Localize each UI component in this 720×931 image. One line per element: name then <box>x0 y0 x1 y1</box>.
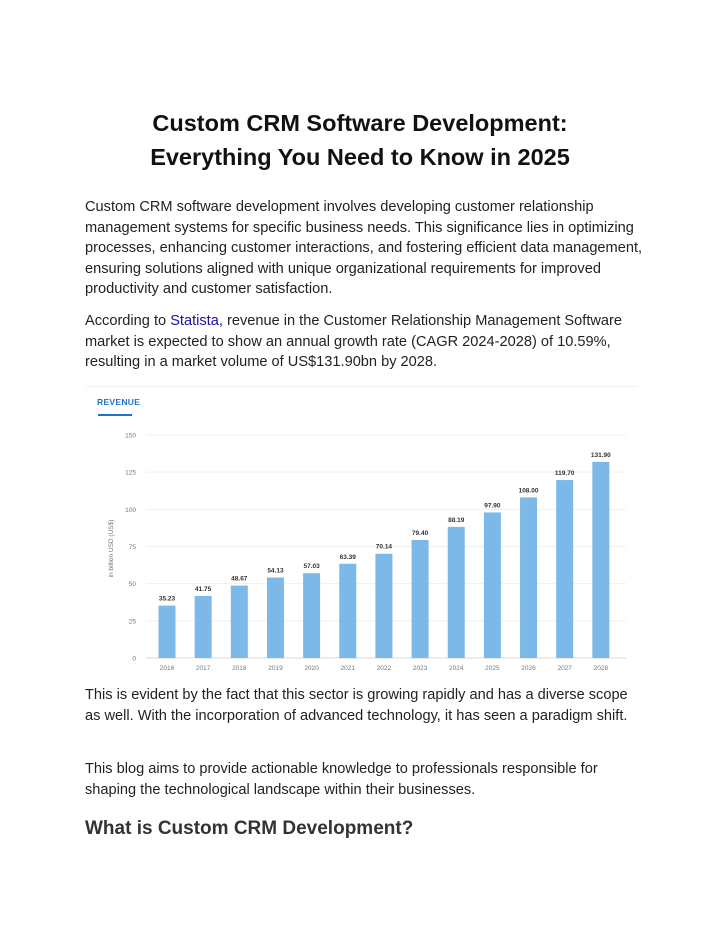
data-label: 131.90 <box>591 452 611 459</box>
y-tick-label: 25 <box>129 618 137 625</box>
data-label: 57.03 <box>303 563 320 570</box>
bar <box>483 512 501 658</box>
data-label: 108.00 <box>519 487 539 494</box>
x-tick-label: 2027 <box>557 665 572 672</box>
data-label: 54.13 <box>267 568 284 575</box>
y-tick-label: 125 <box>125 470 136 477</box>
bar <box>303 573 321 658</box>
title-line-1: Custom CRM Software Development: <box>152 110 568 136</box>
growth-paragraph: This is evident by the fact that this se… <box>85 687 628 724</box>
revenue-tab-underline <box>98 414 132 416</box>
y-tick-label: 75 <box>129 544 137 551</box>
revenue-bar-chart: 0 25 50 75 100 125 150 in billion USD (US$) 35.2… <box>108 433 626 672</box>
data-label: 97.90 <box>484 502 501 509</box>
bar <box>158 605 176 658</box>
x-tick-label: 2020 <box>304 665 319 672</box>
bar <box>592 461 610 658</box>
x-tick-label: 2016 <box>160 665 175 672</box>
data-label: 48.67 <box>231 576 248 583</box>
y-tick-label: 0 <box>132 656 136 663</box>
bar <box>266 577 284 658</box>
y-axis-label: in billion USD (US$) <box>108 520 115 578</box>
x-tick-label: 2022 <box>377 665 392 672</box>
section-heading: What is Custom CRM Development? <box>85 818 414 839</box>
statista-paragraph: According to Statista, revenue in the Cu… <box>85 311 645 373</box>
x-tick-label: 2025 <box>485 665 500 672</box>
y-tick-label: 50 <box>129 581 137 588</box>
statista-link[interactable]: Statista <box>170 313 219 329</box>
x-tick-label: 2028 <box>594 665 609 672</box>
title-line-2: Everything You Need to Know in 2025 <box>150 144 570 170</box>
y-tick-label: 100 <box>125 507 136 514</box>
x-tick-label: 2023 <box>413 665 428 672</box>
revenue-chart: REVENUE 0 25 50 75 100 125 150 in billion USD (… <box>86 386 638 677</box>
revenue-tab[interactable]: REVENUE <box>97 397 141 407</box>
page-title: Custom CRM Software Development: Everyth… <box>60 106 660 174</box>
bar <box>411 539 429 658</box>
data-label: 41.75 <box>195 586 212 593</box>
x-tick-label: 2021 <box>341 665 356 672</box>
x-tick-label: 2026 <box>521 665 536 672</box>
bar <box>447 526 465 658</box>
data-label: 79.40 <box>412 530 429 537</box>
x-tick-label: 2018 <box>232 665 247 672</box>
paragraph-text-before: According to <box>85 313 171 329</box>
blog-aim-paragraph: This blog aims to provide actionable kno… <box>85 761 598 798</box>
x-tick-label: 2024 <box>449 665 464 672</box>
x-tick-label: 2019 <box>268 665 283 672</box>
bar <box>230 585 248 658</box>
data-label: 35.23 <box>159 596 176 603</box>
bar <box>520 497 538 658</box>
x-tick-label: 2017 <box>196 665 211 672</box>
data-label: 63.39 <box>340 554 357 561</box>
y-tick-label: 150 <box>125 433 136 440</box>
bar <box>556 480 574 658</box>
paragraph-text-after: , revenue in the Customer Relationship M… <box>85 313 623 371</box>
data-label: 70.14 <box>376 544 393 551</box>
bar <box>375 553 393 658</box>
data-label: 88.19 <box>448 517 465 524</box>
bar <box>339 563 357 658</box>
data-label: 119.70 <box>555 470 575 477</box>
intro-paragraph: Custom CRM software development involves… <box>85 199 643 298</box>
bar <box>194 595 212 658</box>
